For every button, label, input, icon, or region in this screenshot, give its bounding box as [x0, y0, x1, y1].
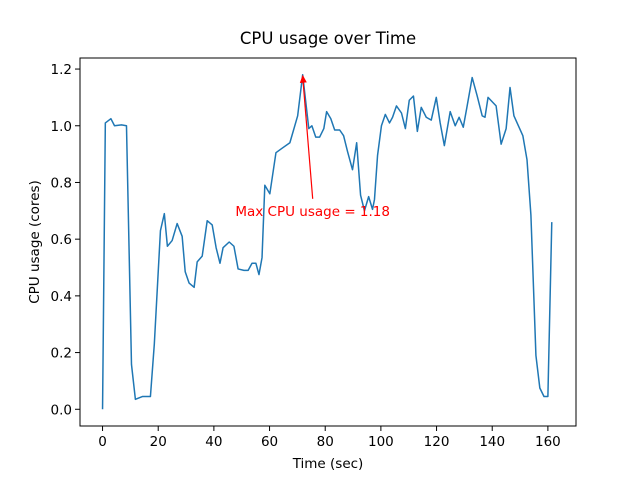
y-tick-label: 0.0 — [51, 402, 72, 418]
annotation-arrow — [302, 76, 314, 199]
y-tick-label: 0.6 — [51, 232, 72, 248]
data-line — [101, 73, 553, 410]
annotation-text: Max CPU usage = 1.18 — [235, 204, 390, 220]
x-tick-label: 100 — [368, 434, 394, 450]
x-tick-label: 60 — [261, 434, 278, 450]
x-axis-label: Time (sec) — [292, 456, 364, 472]
annotation-arrowhead — [299, 74, 307, 83]
x-tick-label: 20 — [150, 434, 167, 450]
x-tick-label: 40 — [205, 434, 222, 450]
x-tick-label: 0 — [98, 434, 107, 450]
y-axis-label: CPU usage (cores) — [27, 180, 43, 304]
x-tick-label: 120 — [424, 434, 450, 450]
y-tick-label: 0.4 — [51, 289, 72, 305]
chart-title: CPU usage over Time — [240, 29, 416, 48]
y-tick-label: 1.2 — [51, 62, 72, 78]
y-tick-label: 1.0 — [51, 119, 72, 135]
x-tick-label: 160 — [535, 434, 561, 450]
y-tick-label: 0.2 — [51, 346, 72, 362]
y-tick-label: 0.8 — [51, 175, 72, 191]
axes-frame — [79, 57, 577, 427]
x-tick-label: 80 — [317, 434, 334, 450]
x-tick-label: 140 — [479, 434, 505, 450]
